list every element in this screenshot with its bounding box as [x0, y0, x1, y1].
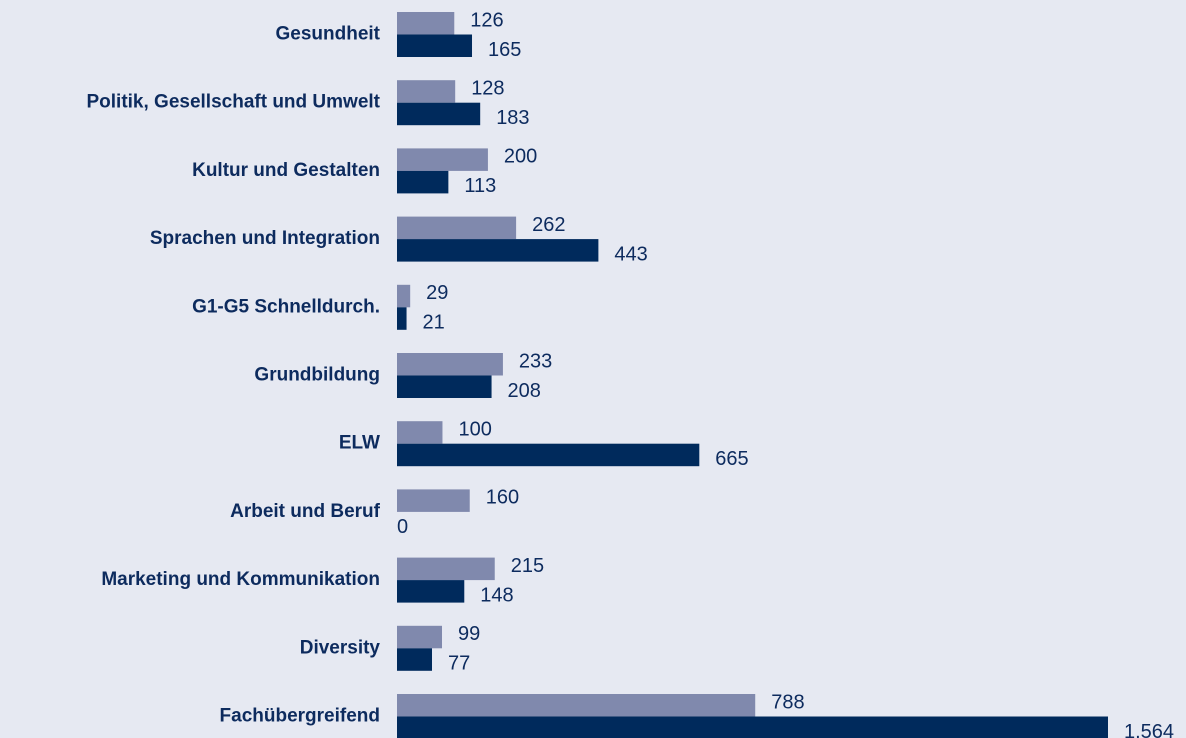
- category-label: Arbeit und Beruf: [230, 501, 381, 522]
- value-label: 215: [511, 555, 544, 577]
- bar: [397, 421, 443, 444]
- bar: [397, 443, 700, 467]
- value-label: 233: [519, 350, 552, 372]
- value-label: 665: [715, 448, 748, 470]
- category-label: G1-G5 Schnelldurch.: [192, 296, 380, 317]
- value-label: 183: [496, 107, 529, 129]
- value-label: 100: [458, 418, 491, 440]
- value-label: 165: [488, 39, 521, 61]
- value-label: 443: [614, 243, 647, 265]
- value-label: 113: [464, 175, 496, 197]
- bar: [397, 239, 599, 262]
- value-label: 200: [504, 146, 537, 168]
- value-label: 99: [458, 623, 480, 645]
- category-label: Politik, Gesellschaft und Umwelt: [86, 92, 380, 113]
- value-label: 788: [771, 691, 804, 713]
- bar: [397, 34, 473, 57]
- value-label: 29: [426, 282, 448, 304]
- bar: [397, 648, 433, 671]
- bar: [397, 12, 455, 35]
- bar: [397, 148, 488, 171]
- category-label: Gesundheit: [275, 24, 380, 45]
- bar: [397, 216, 517, 240]
- bar: [397, 625, 443, 649]
- category-label: ELW: [339, 433, 380, 454]
- value-label: 1.564: [1124, 721, 1174, 738]
- value-label: 126: [470, 9, 503, 31]
- bar: [397, 284, 411, 308]
- category-label: Kultur und Gestalten: [192, 160, 380, 181]
- value-label: 148: [480, 584, 513, 606]
- value-label: 208: [508, 380, 541, 402]
- category-label: Sprachen und Integration: [150, 228, 380, 249]
- bar: [397, 170, 449, 194]
- value-label: 128: [471, 77, 504, 99]
- bar: [397, 80, 456, 103]
- value-label: 262: [532, 214, 565, 236]
- bar: [397, 375, 492, 398]
- value-label: 77: [448, 653, 470, 675]
- bar: [397, 694, 756, 717]
- value-label: 21: [423, 312, 445, 334]
- bar: [397, 557, 495, 581]
- value-label: 0: [397, 516, 408, 538]
- bar: [397, 580, 465, 603]
- category-label: Marketing und Kommunikation: [101, 569, 380, 590]
- bar: [397, 489, 470, 512]
- bar: [397, 353, 503, 376]
- category-label: Diversity: [300, 637, 381, 658]
- value-label: 160: [486, 487, 519, 509]
- bar: [397, 716, 1108, 738]
- bar: [397, 307, 407, 330]
- category-label: Grundbildung: [254, 365, 380, 386]
- bar: [397, 102, 481, 126]
- category-label: Fachübergreifend: [220, 706, 380, 727]
